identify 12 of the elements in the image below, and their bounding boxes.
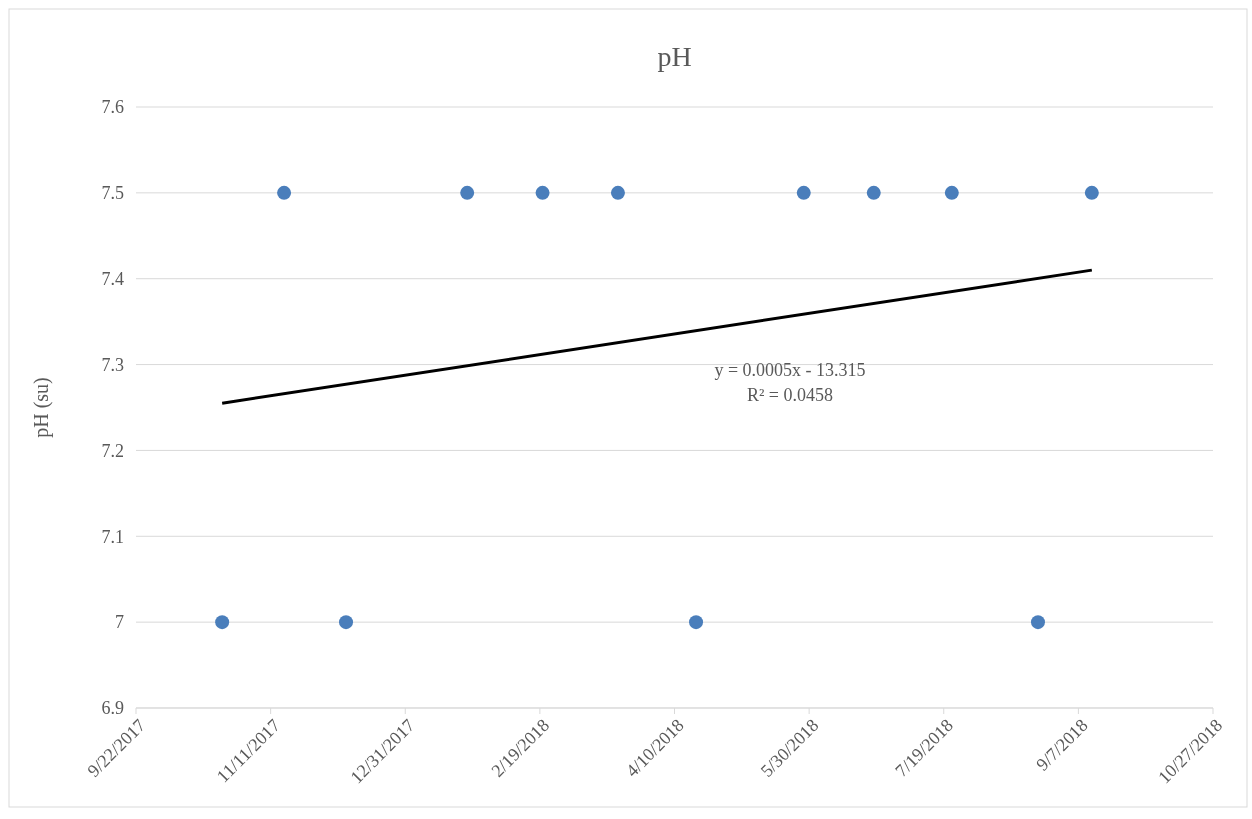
y-tick-label: 6.9 [101, 698, 124, 719]
y-tick-label: 7 [115, 612, 124, 633]
annotation: y = 0.0005x - 13.315 [714, 360, 866, 380]
y-tick-label: 7.1 [101, 526, 124, 547]
y-tick-label: 7.3 [101, 354, 124, 375]
y-tick-label: 7.6 [101, 97, 124, 118]
annotation: R² = 0.0458 [746, 385, 834, 405]
y-tick-label: 7.5 [101, 183, 124, 204]
chart-title: pH [657, 41, 692, 72]
y-tick-label: 7.2 [101, 440, 124, 461]
y-tick-label: 7.4 [101, 269, 124, 290]
y-axis-title: pH (su) [30, 377, 53, 438]
